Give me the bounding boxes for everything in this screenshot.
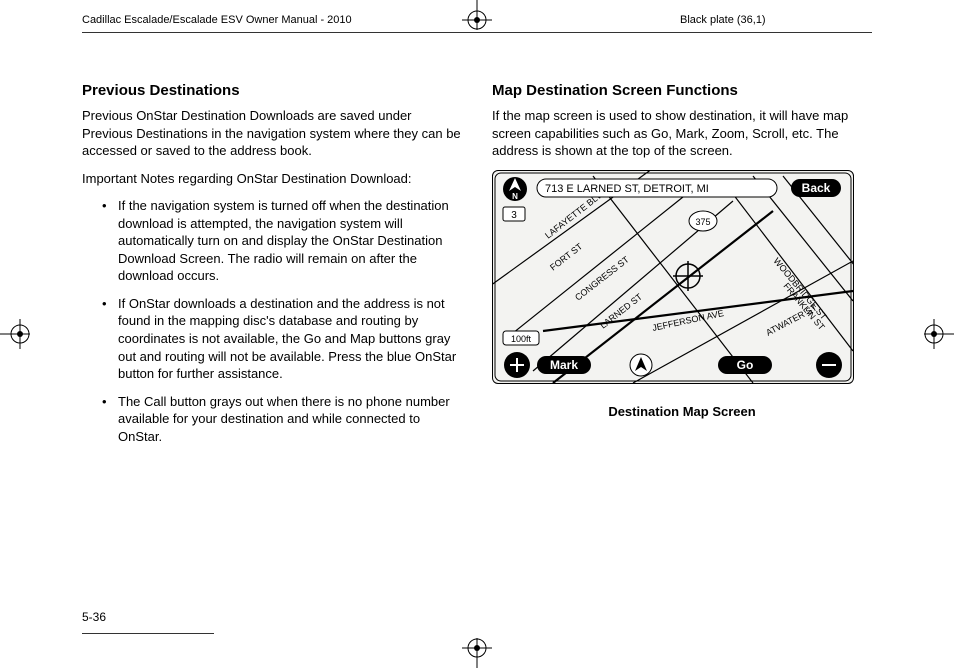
map-address-bar: 713 E LARNED ST, DETROIT, MI: [537, 179, 777, 197]
page-header: Cadillac Escalade/Escalade ESV Owner Man…: [0, 14, 954, 34]
satellite-indicator: 3: [503, 207, 525, 221]
vehicle-icon: [630, 354, 652, 376]
header-left-text: Cadillac Escalade/Escalade ESV Owner Man…: [82, 14, 352, 26]
left-bullets: If the navigation system is turned off w…: [82, 197, 462, 445]
page-content: Previous Destinations Previous OnStar De…: [82, 82, 872, 598]
svg-text:Back: Back: [802, 181, 831, 195]
svg-text:3: 3: [511, 210, 517, 221]
figure-caption: Destination Map Screen: [492, 404, 872, 419]
left-p1: Previous OnStar Destination Downloads ar…: [82, 107, 462, 160]
column-right: Map Destination Screen Functions If the …: [492, 82, 872, 419]
crop-mark-right: [914, 314, 954, 354]
zoom-out-button[interactable]: [816, 352, 842, 378]
scale-indicator: 100ft: [503, 331, 539, 345]
left-heading: Previous Destinations: [82, 82, 462, 99]
bullet-1: If the navigation system is turned off w…: [82, 197, 462, 285]
header-right-text: Black plate (36,1): [680, 14, 766, 26]
go-button[interactable]: Go: [718, 356, 772, 374]
left-p2: Important Notes regarding OnStar Destina…: [82, 170, 462, 188]
bullet-3: The Call button grays out when there is …: [82, 393, 462, 446]
right-p1: If the map screen is used to show destin…: [492, 107, 872, 160]
svg-text:375: 375: [695, 217, 710, 227]
crop-mark-left: [0, 314, 40, 354]
svg-text:N: N: [512, 192, 518, 201]
svg-text:Go: Go: [737, 358, 754, 372]
svg-text:Mark: Mark: [550, 358, 578, 372]
page-number: 5-36: [82, 610, 106, 624]
route-shield-icon: 375: [689, 211, 717, 231]
mark-button[interactable]: Mark: [537, 356, 591, 374]
back-button[interactable]: Back: [791, 179, 841, 197]
right-heading: Map Destination Screen Functions: [492, 82, 872, 99]
compass-icon: N: [503, 177, 527, 201]
svg-text:713 E LARNED ST, DETROIT, MI: 713 E LARNED ST, DETROIT, MI: [545, 183, 709, 195]
crop-mark-bottom: [457, 628, 497, 668]
trim-line-bottom: [82, 633, 214, 634]
bullet-2: If OnStar downloads a destination and th…: [82, 295, 462, 383]
column-left: Previous Destinations Previous OnStar De…: [82, 82, 462, 455]
svg-text:100ft: 100ft: [511, 334, 532, 344]
zoom-in-button[interactable]: [504, 352, 530, 378]
destination-map-figure: LAFAYETTE BLVD FORT ST CONGRESS ST LARNE…: [492, 170, 854, 384]
